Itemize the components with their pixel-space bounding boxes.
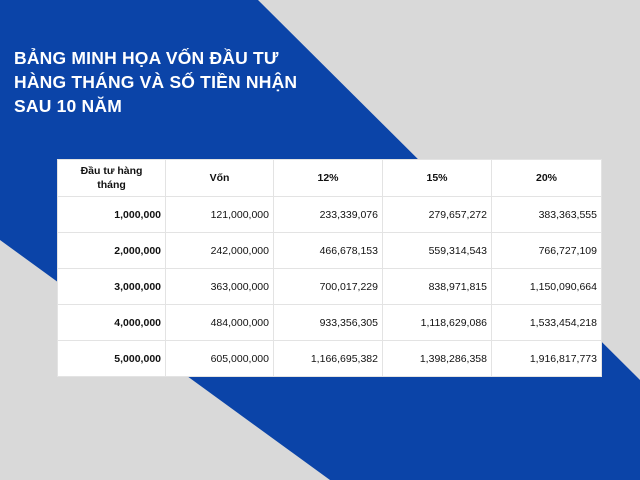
table-header-row: Đầu tư hàng tháng Vốn 12% 15% 20% — [57, 159, 602, 197]
table-cell: 233,339,076 — [273, 196, 383, 233]
table-cell: 363,000,000 — [165, 268, 274, 305]
table-cell: 1,150,090,664 — [491, 268, 602, 305]
table-cell: 700,017,229 — [273, 268, 383, 305]
table-row: 1,000,000 121,000,000 233,339,076 279,65… — [57, 196, 602, 233]
table-cell: 933,356,305 — [273, 304, 383, 341]
header-monthly-investment-line-1: Đầu tư hàng — [80, 165, 143, 177]
table-cell: 838,971,815 — [382, 268, 492, 305]
table-cell: 3,000,000 — [57, 268, 166, 305]
table-cell: 1,118,629,086 — [382, 304, 492, 341]
title-line-2: HÀNG THÁNG VÀ SỐ TIỀN NHẬN — [14, 72, 298, 92]
table-cell: 1,166,695,382 — [273, 340, 383, 377]
table-cell: 4,000,000 — [57, 304, 166, 341]
table-cell: 1,916,817,773 — [491, 340, 602, 377]
table-cell: 1,533,454,218 — [491, 304, 602, 341]
table-row: 3,000,000 363,000,000 700,017,229 838,97… — [57, 268, 602, 305]
table-cell: 279,657,272 — [382, 196, 492, 233]
title-line-1: BẢNG MINH HỌA VỐN ĐẦU TƯ — [14, 48, 279, 68]
page-title: BẢNG MINH HỌA VỐN ĐẦU TƯ HÀNG THÁNG VÀ S… — [14, 46, 344, 118]
table-row: 5,000,000 605,000,000 1,166,695,382 1,39… — [57, 340, 602, 377]
header-15-percent: 15% — [382, 159, 492, 197]
header-12-percent: 12% — [273, 159, 383, 197]
table-cell: 605,000,000 — [165, 340, 274, 377]
table-cell: 383,363,555 — [491, 196, 602, 233]
table-cell: 5,000,000 — [57, 340, 166, 377]
header-20-percent: 20% — [491, 159, 602, 197]
header-capital: Vốn — [165, 159, 274, 197]
table-cell: 484,000,000 — [165, 304, 274, 341]
title-line-3: SAU 10 NĂM — [14, 96, 122, 116]
header-monthly-investment-line-2: tháng — [97, 179, 126, 191]
table-cell: 766,727,109 — [491, 232, 602, 269]
table-row: 2,000,000 242,000,000 466,678,153 559,31… — [57, 232, 602, 269]
table-cell: 1,398,286,358 — [382, 340, 492, 377]
table-row: 4,000,000 484,000,000 933,356,305 1,118,… — [57, 304, 602, 341]
table-cell: 559,314,543 — [382, 232, 492, 269]
table-cell: 466,678,153 — [273, 232, 383, 269]
table-cell: 1,000,000 — [57, 196, 166, 233]
table-cell: 121,000,000 — [165, 196, 274, 233]
table-cell: 2,000,000 — [57, 232, 166, 269]
table-cell: 242,000,000 — [165, 232, 274, 269]
header-monthly-investment: Đầu tư hàng tháng — [57, 159, 166, 197]
investment-table: Đầu tư hàng tháng Vốn 12% 15% 20% 1,000,… — [57, 159, 602, 377]
